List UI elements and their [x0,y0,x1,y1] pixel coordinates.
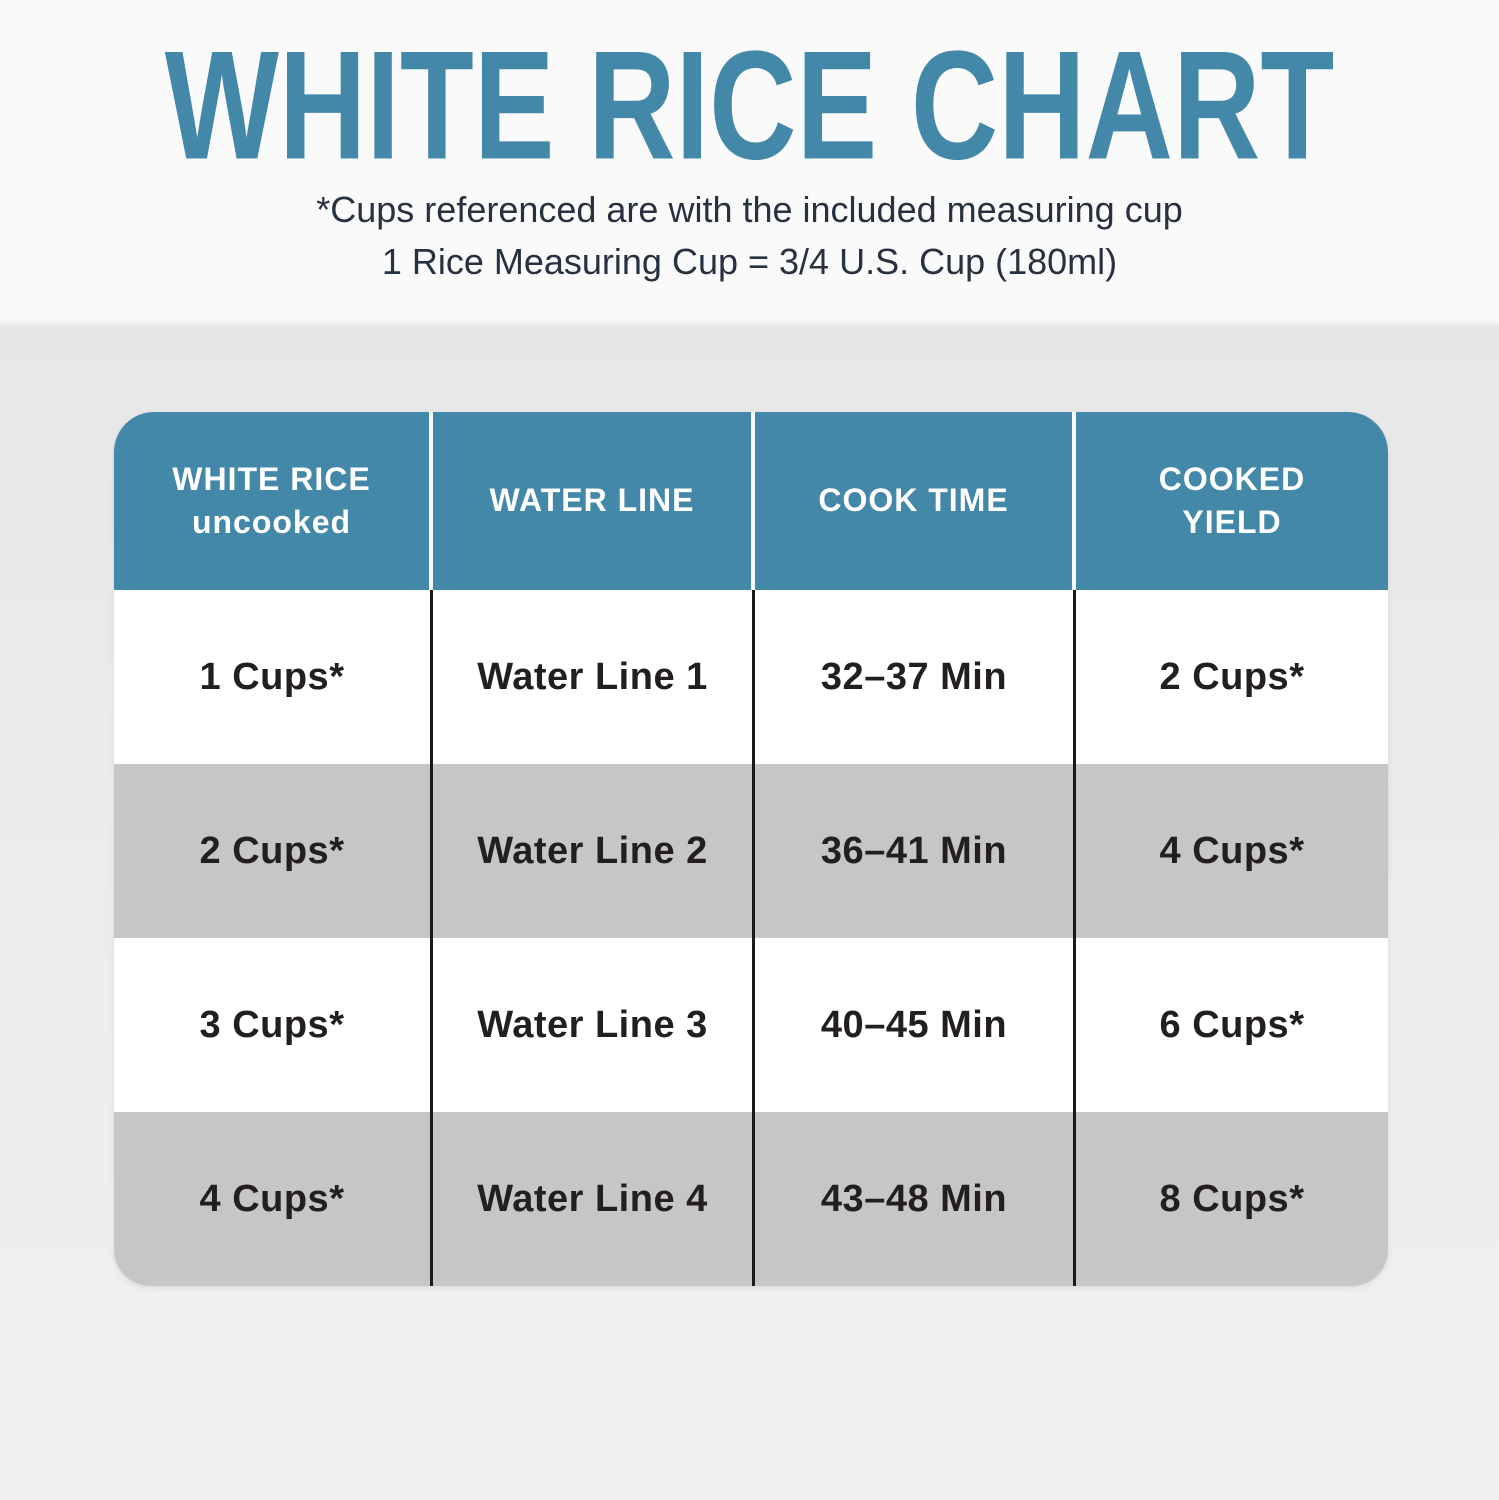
header-water-line: WATER LINE [433,412,755,590]
cell-water-line: Water Line 2 [433,764,755,938]
header-line: YIELD [1182,504,1282,540]
subtitle: *Cups referenced are with the included m… [0,184,1499,288]
cell-uncooked-cups: 3 Cups* [114,938,433,1112]
cell-cook-time: 40–45 Min [755,938,1076,1112]
page-title: WHITE RICE CHART [164,17,1335,192]
cell-cook-time: 36–41 Min [755,764,1076,938]
header-line: WATER LINE [489,482,695,519]
cell-cooked-yield: 2 Cups* [1159,655,1305,698]
cell-cook-time: 32–37 Min [755,590,1076,764]
cell-water-line: Water Line 3 [433,938,755,1112]
cell-water-line: Water Line 1 [433,590,755,764]
white-rice-table: WHITE RICE uncooked WATER LINE COOK TIME… [114,412,1388,1286]
cell-cook-time: 43–48 Min [755,1112,1076,1286]
cell-cooked-yield: 8 Cups* [1159,1177,1305,1220]
header-line: COOK TIME [818,482,1009,519]
header-line: uncooked [191,504,352,540]
cell-cooked-yield: 4 Cups* [1159,829,1305,872]
cell-cooked-yield: 6 Cups* [1159,1003,1305,1046]
cell-uncooked-cups: 2 Cups* [114,764,433,938]
header-white-rice-uncooked: WHITE RICE uncooked [114,412,433,590]
cell-uncooked-cups: 1 Cups* [114,590,433,764]
table-row: 4 Cups* Water Line 4 43–48 Min 8 Cups* [114,1112,1388,1286]
table-row: 1 Cups* Water Line 1 32–37 Min 2 Cups* [114,590,1388,764]
header-cooked-yield: COOKED YIELD [1076,412,1388,590]
table-header-row: WHITE RICE uncooked WATER LINE COOK TIME… [114,412,1388,590]
cell-water-line: Water Line 4 [433,1112,755,1286]
table-row: 3 Cups* Water Line 3 40–45 Min 6 Cups* [114,938,1388,1112]
cell-uncooked-cups: 4 Cups* [114,1112,433,1286]
subtitle-line-1: *Cups referenced are with the included m… [316,189,1183,230]
header-line: COOKED [1158,460,1306,497]
header-line: WHITE RICE [172,460,371,497]
table-row: 2 Cups* Water Line 2 36–41 Min 4 Cups* [114,764,1388,938]
subtitle-line-2: 1 Rice Measuring Cup = 3/4 U.S. Cup (180… [381,241,1118,283]
header-cook-time: COOK TIME [755,412,1076,590]
